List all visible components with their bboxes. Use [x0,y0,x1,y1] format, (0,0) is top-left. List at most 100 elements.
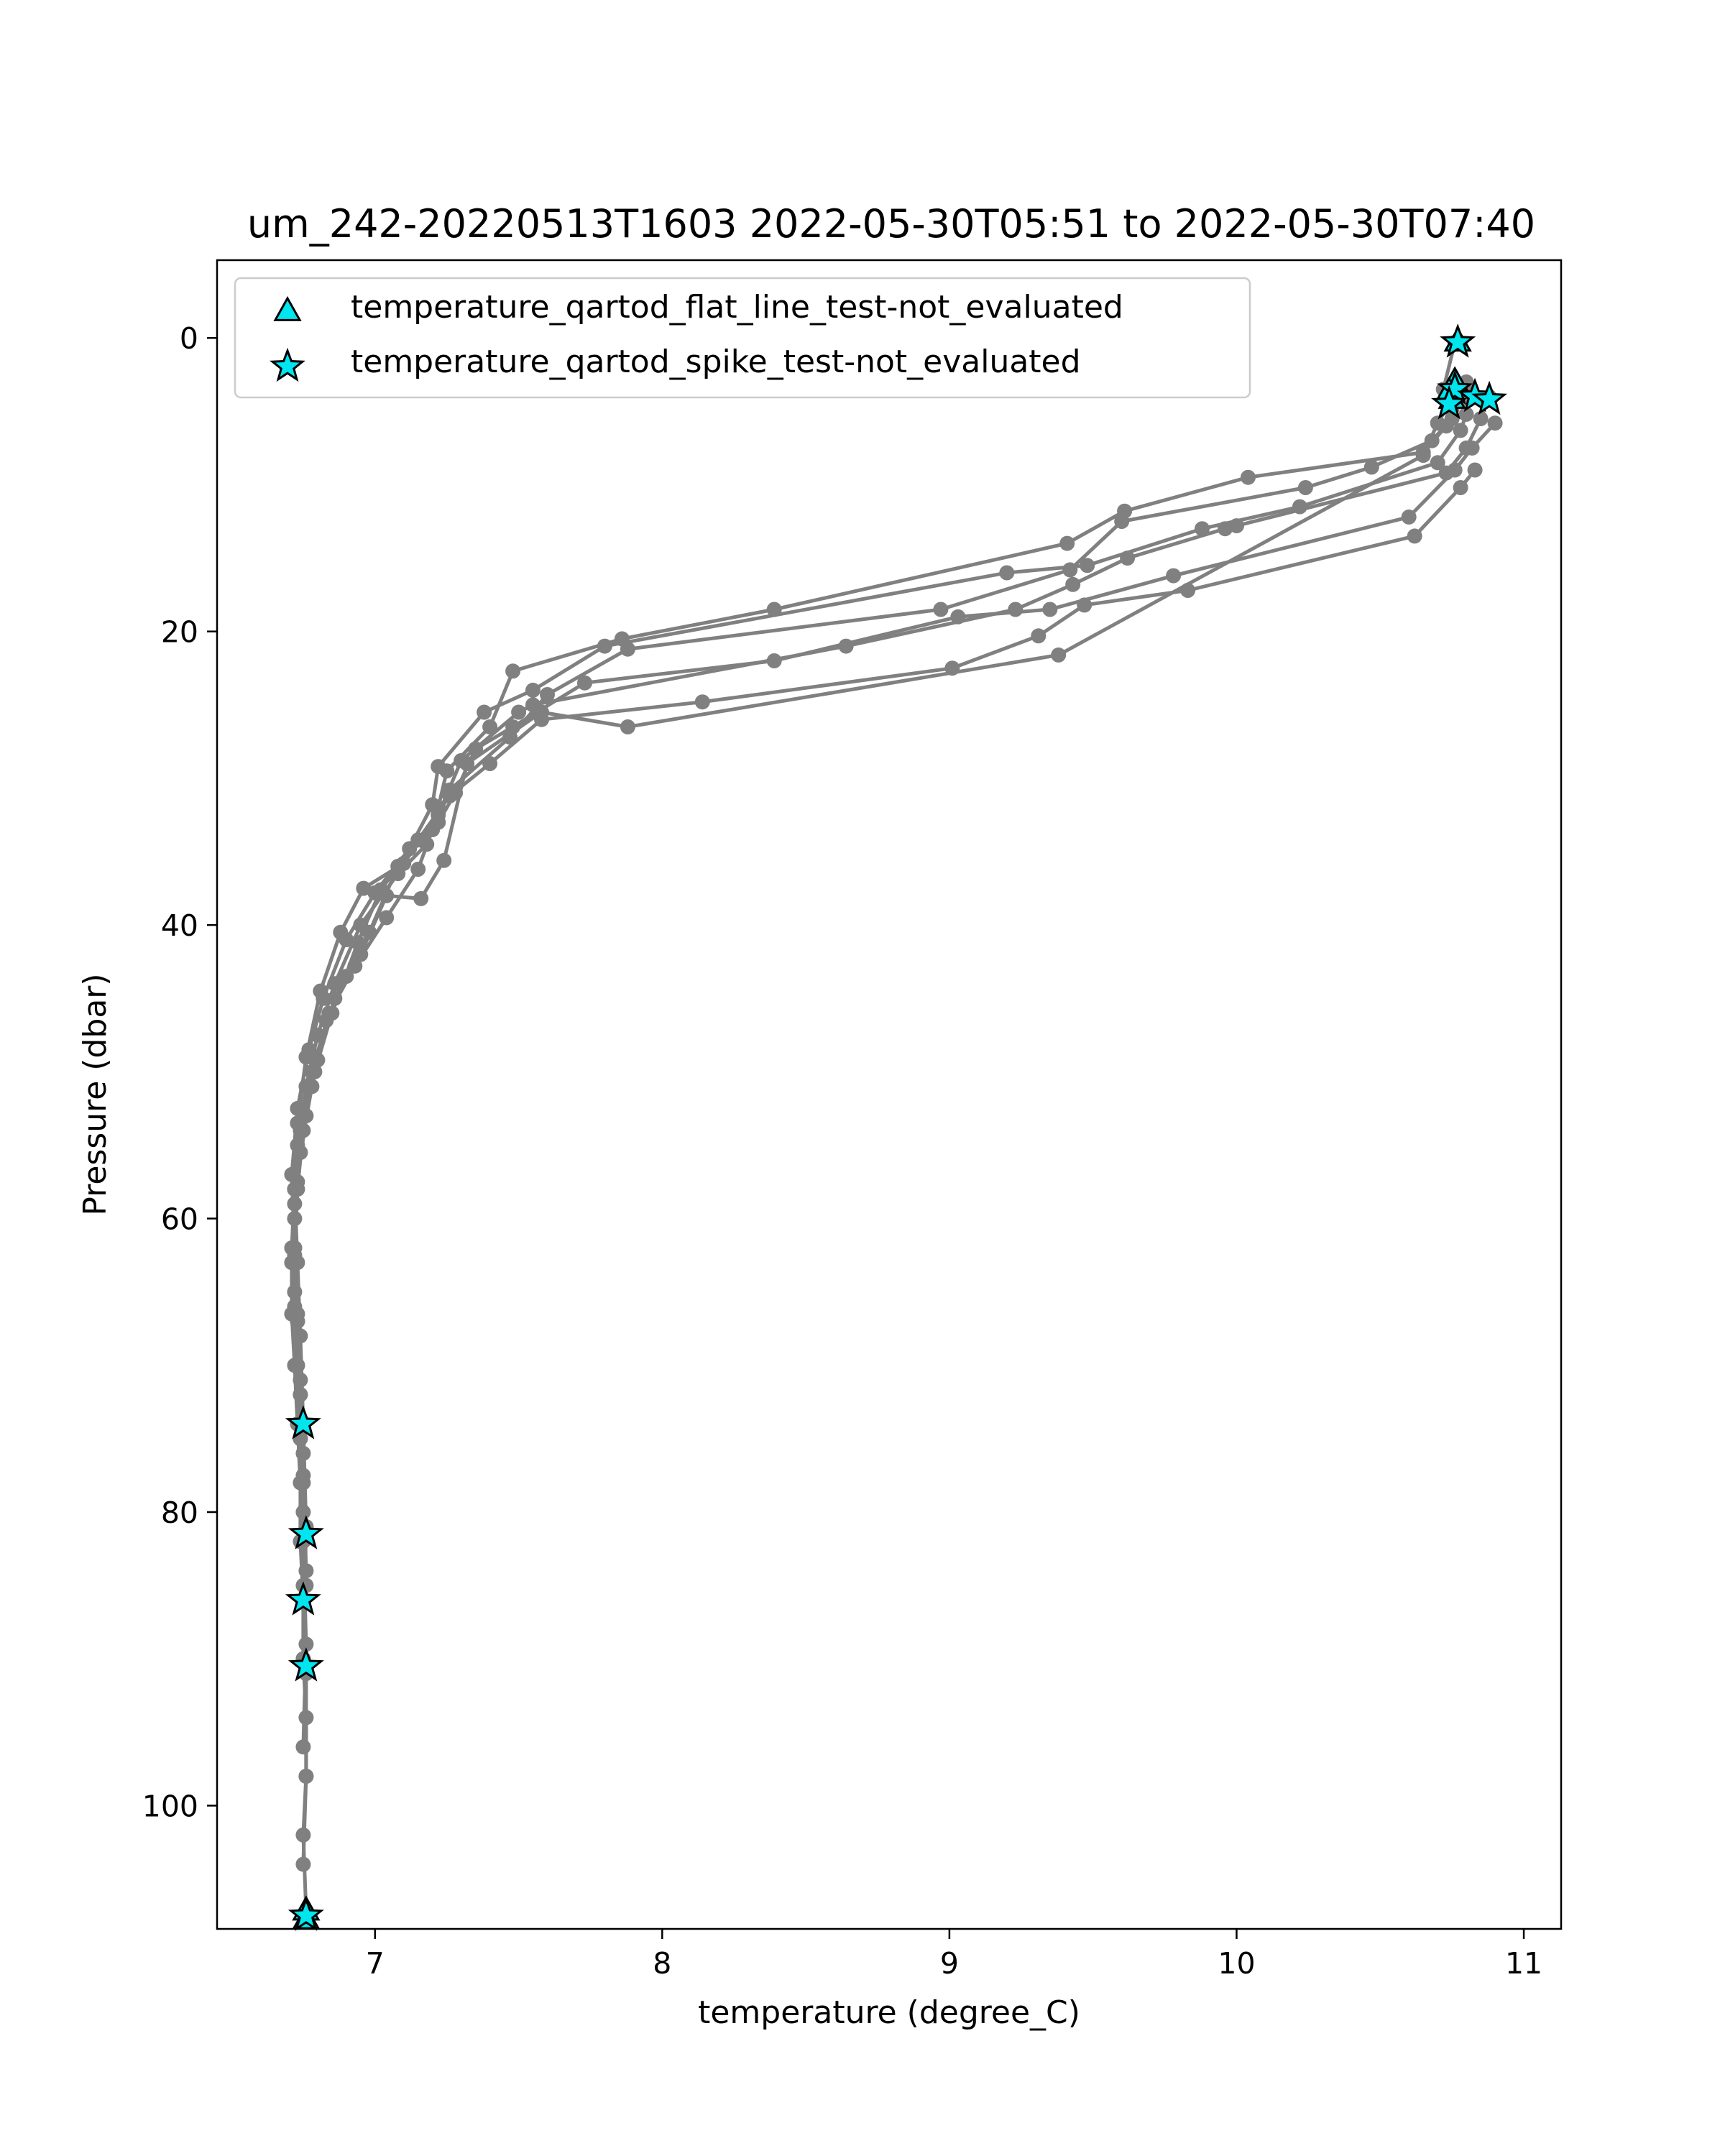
profile-point [293,1372,308,1388]
x-axis-label: temperature (degree_C) [698,1994,1080,2031]
profile-point [482,756,498,771]
profile-point [313,983,328,999]
profile-point [290,1306,305,1322]
axis-ticks: 7 8 9 10 11 0 20 40 60 80 100 [142,321,1542,1981]
legend: temperature_qartod_flat_line_test-not_ev… [234,277,1251,399]
profile-point [511,704,527,720]
profile-point [1229,518,1244,534]
profile-point [1407,528,1422,544]
profile-point [1241,469,1256,485]
profile-point [413,890,429,906]
profile-point [933,602,949,617]
profile-point [1062,562,1078,578]
profile-point [577,675,592,691]
legend-triangle-marker [273,295,302,321]
profile-point [1363,459,1379,475]
profile-point [620,719,635,734]
profile-point [1467,462,1483,478]
star-marker [1440,323,1476,358]
profile-point [431,759,446,775]
profile-point [379,888,395,903]
x-tick-label: 11 [1505,1946,1542,1981]
profile-7 [287,396,1457,1534]
profile-point [1008,602,1024,617]
profile-point [1487,415,1503,431]
star-marker [1437,370,1473,405]
profile-point [356,880,372,896]
profile-point [1042,602,1058,617]
star-marker [288,1647,324,1682]
profile-point [540,687,555,702]
profile-point [295,1856,311,1872]
y-tick-label: 20 [161,615,198,650]
profile-point [298,1049,314,1065]
profile-point [1401,509,1417,525]
legend-label-flat-line: temperature_qartod_flat_line_test-not_ev… [351,289,1123,326]
y-tick-label: 40 [161,908,198,943]
profile-point [442,788,458,803]
y-tick-label: 60 [161,1202,198,1237]
profile-point [1453,423,1468,438]
profile-point [1065,576,1081,592]
profile-point [1415,448,1431,464]
star-marker [270,347,305,382]
profile-point [597,638,612,654]
y-tick-label: 100 [142,1789,198,1823]
profile-point [1430,455,1445,471]
y-tick-label: 80 [161,1496,198,1530]
profile-point [1195,521,1210,537]
profile-point [1453,480,1468,495]
profile-point [436,852,452,868]
profile-point [290,1174,305,1189]
profile-line [293,402,1451,1529]
star-marker [288,1515,324,1549]
star-marker [285,1405,321,1439]
profile-point [353,946,369,962]
profile-point [295,1739,311,1755]
y-axis-label: Pressure (dbar) [77,973,114,1215]
x-tick-label: 8 [653,1946,671,1981]
legend-star-marker [270,347,305,382]
profile-point [534,704,549,720]
profile-point [620,641,635,657]
profile-point [310,1052,326,1068]
profile-point [295,1445,311,1461]
profile-point [298,1769,314,1784]
profile-point [694,694,710,710]
triangle-marker [273,295,302,321]
profile-point [1473,411,1489,427]
profile-point [477,704,492,720]
profile-point [1031,628,1046,644]
profile-point [298,1563,314,1579]
profile-point [1120,550,1136,566]
x-tick-label: 10 [1218,1946,1255,1981]
profile-point [1166,568,1182,584]
profile-point [1051,647,1067,663]
profile-point [298,1108,314,1124]
profile-point [482,719,498,734]
profile-point [298,1636,314,1652]
profile-point [410,862,426,877]
flag-series-star [285,323,1508,1931]
profile-point [379,910,395,926]
profile-point [1059,535,1075,551]
profile-point [950,609,966,625]
legend-box [234,277,1251,399]
profile-point [287,1240,303,1256]
star-marker [1431,384,1468,420]
profile-point [410,832,426,848]
profile-point [1458,406,1474,422]
star-marker [285,1581,321,1616]
star-marker [288,1897,324,1931]
profile-point [525,682,540,698]
profile-point [1218,521,1233,537]
plot-area [284,323,1508,1931]
profile-point [1114,514,1130,529]
profile-point [505,663,521,679]
profile-point [468,741,484,757]
x-tick-label: 9 [940,1946,959,1981]
chart-title: um_242-20220513T1603 2022-05-30T05:51 to… [247,201,1535,247]
profile-point [1464,440,1480,456]
profile-point [350,935,366,951]
